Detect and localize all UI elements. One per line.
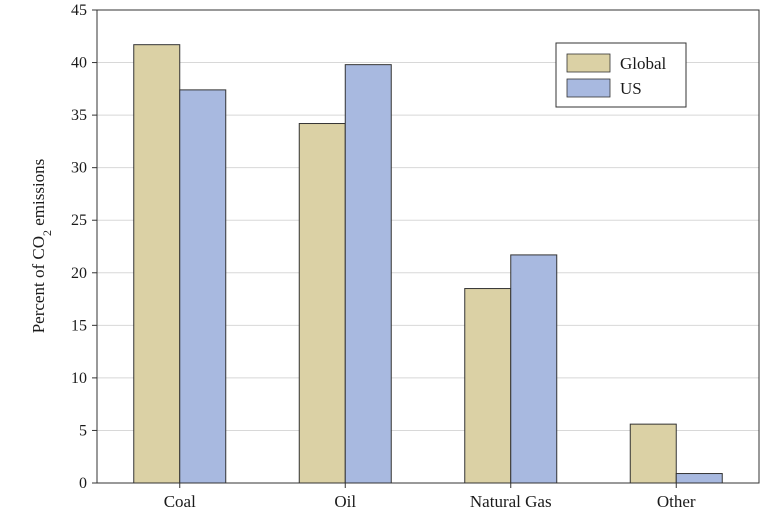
legend: Global US — [555, 42, 687, 108]
y-tick-label: 15 — [71, 317, 87, 334]
legend-swatch-global — [566, 53, 611, 73]
bar-us-coal — [179, 89, 227, 484]
y-tick-label: 5 — [79, 422, 87, 439]
y-tick-label: 10 — [71, 370, 87, 387]
y-axis-title-main: Percent of CO — [29, 236, 48, 333]
bar-global-natural-gas — [464, 288, 512, 484]
bar-global-oil — [298, 123, 346, 484]
y-tick-label: 35 — [71, 107, 87, 124]
y-axis-title-subscript: 2 — [40, 230, 54, 236]
y-tick-label: 40 — [71, 55, 87, 72]
x-tick-label: Other — [657, 492, 696, 511]
plot-frame — [96, 9, 760, 484]
y-tick-label: 20 — [71, 265, 87, 282]
bar-us-other — [675, 473, 723, 484]
y-axis-title-tail: emissions — [29, 159, 48, 230]
bar-global-coal — [133, 44, 181, 484]
bar-us-oil — [344, 64, 392, 484]
y-tick-label: 30 — [71, 160, 87, 177]
x-tick-label: Natural Gas — [470, 492, 552, 511]
y-tick-label: 0 — [79, 475, 87, 492]
legend-swatch-us — [566, 78, 611, 98]
y-axis-ticks: 0 5 10 15 20 25 30 35 40 45 — [71, 2, 97, 492]
bar-global-other — [629, 423, 677, 484]
x-tick-label: Coal — [164, 492, 196, 511]
y-tick-label: 45 — [71, 2, 87, 19]
x-axis-ticks: Coal Oil Natural Gas Other — [164, 483, 696, 511]
y-tick-label: 25 — [71, 212, 87, 229]
x-tick-label: Oil — [334, 492, 356, 511]
bar-us-natural-gas — [510, 254, 558, 484]
y-axis-title: Percent of CO2 emissions — [29, 159, 54, 334]
bars — [133, 44, 723, 484]
legend-label-global: Global — [620, 54, 667, 73]
legend-label-us: US — [620, 79, 642, 98]
